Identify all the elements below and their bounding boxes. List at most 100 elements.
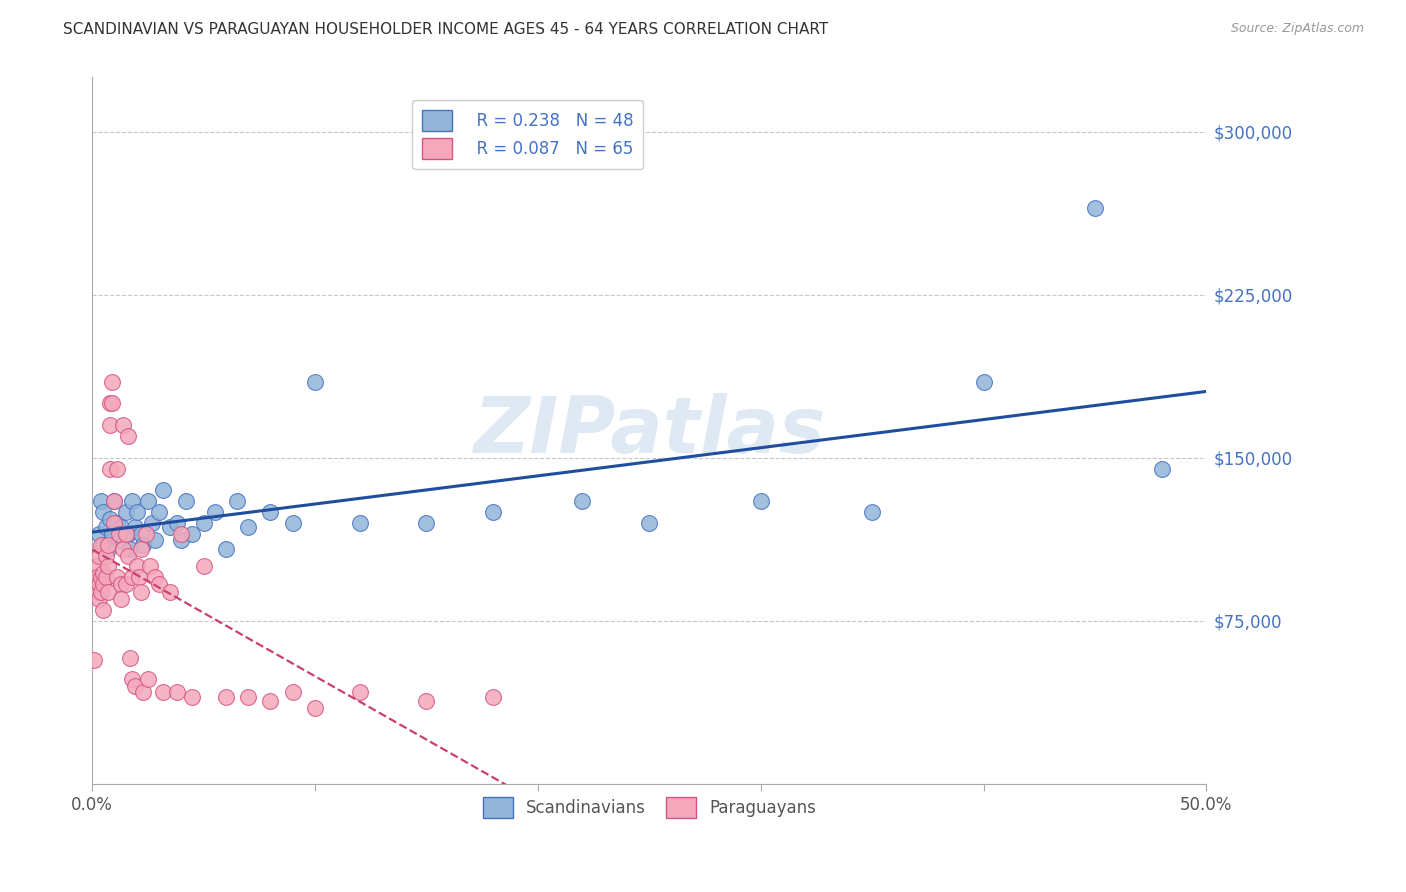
Point [129,542,152,557]
Point [143,533,166,548]
Point [304,375,326,389]
Point [112,418,135,433]
Point [1150,461,1173,475]
Point [90,570,112,584]
Point [117,429,139,443]
Point [114,576,136,591]
Point [83,574,105,589]
Point [121,673,143,687]
Point [193,559,215,574]
Point [482,505,505,519]
Point [159,520,181,534]
Point [166,516,188,530]
Point [112,542,135,557]
Point [91,603,114,617]
Point [98,461,121,475]
Point [238,690,260,704]
Point [281,685,304,699]
Point [259,505,281,519]
Point [101,396,124,410]
Point [124,520,146,534]
Point [110,520,132,534]
Point [152,483,174,498]
Point [215,690,238,704]
Point [124,679,146,693]
Point [87,526,110,541]
Point [121,494,143,508]
Point [215,542,238,557]
Point [108,533,131,548]
Text: ZIPatlas: ZIPatlas [474,392,825,468]
Point [159,585,181,599]
Point [121,570,143,584]
Point [181,690,204,704]
Legend: Scandinavians, Paraguayans: Scandinavians, Paraguayans [475,790,823,825]
Point [132,685,155,699]
Point [166,685,188,699]
Point [120,542,142,557]
Point [117,549,139,563]
Point [114,526,136,541]
Point [973,375,995,389]
Point [139,559,162,574]
Point [415,516,437,530]
Point [117,526,139,541]
Point [91,576,114,591]
Point [103,494,125,508]
Point [87,576,110,591]
Point [105,516,128,530]
Point [349,685,371,699]
Point [238,520,260,534]
Point [349,516,371,530]
Point [83,653,105,667]
Point [98,418,121,433]
Point [125,505,148,519]
Point [128,570,150,584]
Point [105,461,128,475]
Point [1084,201,1107,215]
Point [86,585,108,599]
Point [415,694,437,708]
Point [87,592,110,607]
Point [129,585,152,599]
Point [170,526,193,541]
Point [86,559,108,574]
Point [148,576,170,591]
Point [86,570,108,584]
Point [94,549,117,563]
Text: SCANDINAVIAN VS PARAGUAYAN HOUSEHOLDER INCOME AGES 45 - 64 YEARS CORRELATION CHA: SCANDINAVIAN VS PARAGUAYAN HOUSEHOLDER I… [63,22,828,37]
Point [482,690,505,704]
Point [141,516,163,530]
Point [105,570,128,584]
Text: Source: ZipAtlas.com: Source: ZipAtlas.com [1230,22,1364,36]
Point [101,375,124,389]
Point [97,542,120,557]
Point [98,511,121,525]
Point [152,685,174,699]
Point [638,516,661,530]
Point [97,538,120,552]
Point [91,566,114,580]
Point [103,516,125,530]
Point [125,559,148,574]
Point [860,505,883,519]
Point [110,592,132,607]
Point [114,505,136,519]
Point [132,538,155,552]
Point [136,494,159,508]
Point [136,673,159,687]
Point [103,494,125,508]
Point [90,585,112,599]
Point [129,526,152,541]
Point [259,694,281,708]
Point [91,505,114,519]
Point [193,516,215,530]
Point [94,570,117,584]
Point [90,538,112,552]
Point [97,585,120,599]
Point [181,526,204,541]
Point [143,570,166,584]
Point [87,549,110,563]
Point [110,576,132,591]
Point [135,526,157,541]
